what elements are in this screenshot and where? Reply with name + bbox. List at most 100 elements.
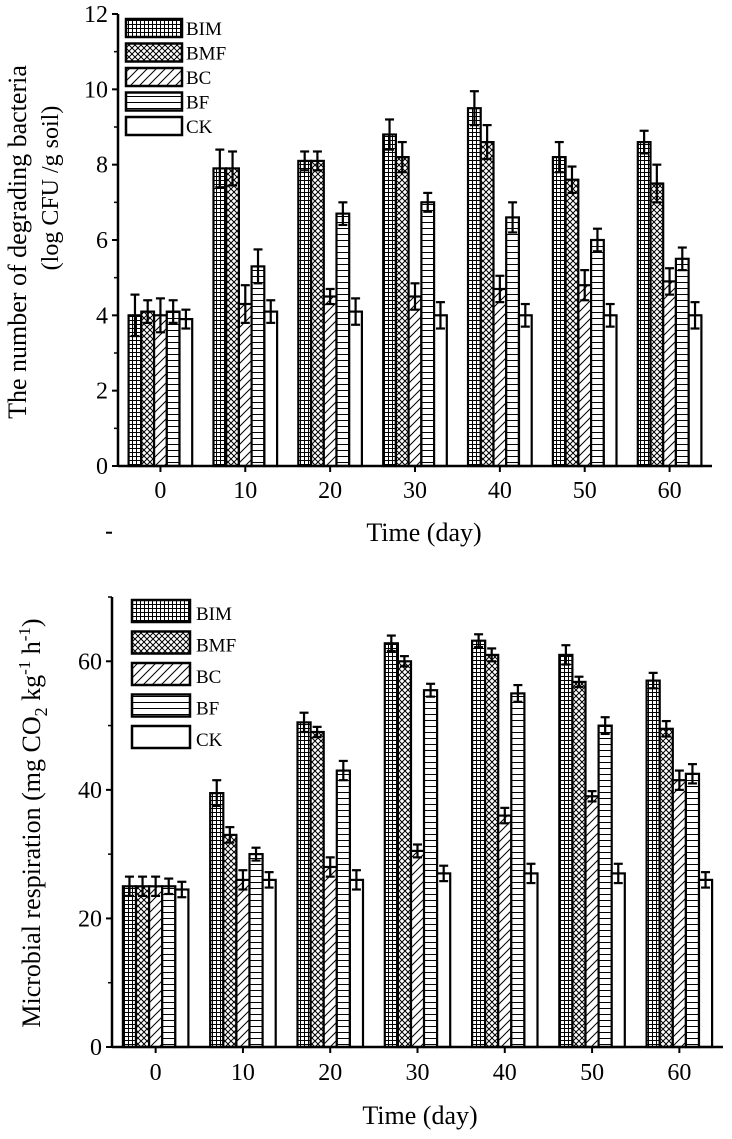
error-bar-bim-day-20 [300, 150, 310, 172]
chart2-x-axis-label: Time (day) [362, 1101, 477, 1130]
error-bar-bc-day-0 [151, 875, 161, 898]
error-bar-bmf-day-20 [312, 150, 322, 172]
bar-ck-day-0 [178, 318, 194, 468]
error-bar-bf-day-30 [423, 191, 433, 213]
bar-bmf-day-10 [222, 833, 238, 1049]
error-bar-bmf-day-40 [482, 124, 492, 161]
legend-swatch-bc [130, 661, 192, 687]
error-bar-bmf-day-30 [397, 140, 407, 174]
legend-label-bmf: BMF [196, 636, 236, 657]
error-bar-ck-day-0 [177, 880, 187, 899]
legend-label-bmf: BMF [186, 44, 226, 65]
bar-bim-day-20 [297, 159, 313, 468]
error-bar-bim-day-10 [212, 779, 222, 808]
error-bar-bc-day-40 [500, 806, 510, 825]
legend-swatch-bf [124, 91, 184, 112]
error-bar-bf-day-0 [164, 877, 174, 896]
bar-bim-day-40 [471, 639, 487, 1049]
y-tick-label: 40 [78, 778, 102, 804]
x-tick-label: 30 [403, 478, 427, 504]
error-bar-ck-day-10 [266, 299, 276, 324]
y-tick-label: 20 [78, 906, 102, 932]
bar-ck-day-20 [348, 310, 364, 468]
error-bar-ck-day-60 [690, 301, 700, 330]
bar-ck-day-0 [174, 888, 190, 1049]
bar-bc-day-10 [237, 302, 253, 468]
bar-bc-day-20 [322, 865, 338, 1049]
bar-bf-day-30 [422, 689, 439, 1049]
bar-bmf-day-0 [134, 885, 151, 1049]
x-tick-label: 20 [318, 478, 342, 504]
error-bar-bf-day-50 [600, 716, 610, 736]
error-bar-ck-day-50 [613, 862, 623, 885]
x-tick-label: 50 [573, 478, 597, 504]
bar-ck-day-20 [348, 878, 365, 1049]
error-bar-bc-day-60 [665, 267, 675, 296]
x-tick-label: 30 [406, 1060, 430, 1086]
error-bar-bf-day-30 [426, 682, 436, 698]
bar-bf-day-60 [684, 772, 701, 1049]
bar-bim-day-20 [296, 721, 312, 1049]
error-bar-bim-day-40 [474, 633, 484, 649]
bar-bmf-day-10 [225, 167, 240, 468]
error-bar-bc-day-30 [410, 282, 420, 311]
error-bar-bim-day-60 [648, 671, 658, 690]
bar-bc-day-60 [662, 280, 678, 468]
error-bar-bf-day-20 [338, 759, 348, 782]
bar-bc-day-40 [497, 814, 513, 1049]
chart1-x-axis-label: Time (day) [366, 518, 481, 547]
error-bar-bc-day-40 [495, 274, 505, 304]
chart2-y-axis-label: Microbial respiration (mg CO2 kg-1 h-1) [15, 618, 51, 1027]
error-bar-bmf-day-20 [312, 725, 322, 739]
bar-ck-day-60 [687, 314, 703, 468]
error-bar-bmf-day-40 [487, 647, 497, 663]
legend-swatch-bmf [124, 42, 184, 63]
chart1-axes: 0 10 20 30 40 50 60 0 2 4 6 8 10 12 [84, 2, 712, 504]
bar-bf-day-10 [250, 265, 266, 468]
bar-bim-day-0 [121, 885, 138, 1049]
error-bar-ck-day-30 [435, 301, 445, 330]
bar-bim-day-50 [551, 156, 567, 468]
bar-ck-day-40 [517, 314, 533, 468]
bar-bf-day-50 [589, 238, 605, 468]
y-tick-label: 0 [90, 1035, 102, 1061]
legend-swatch-bim [124, 17, 184, 39]
bar-bf-day-10 [248, 852, 264, 1049]
y-tick-label: 12 [84, 2, 108, 28]
chart2-axes: 0 10 20 30 40 50 60 0 20 40 60 [78, 531, 723, 1086]
bar-bmf-day-50 [571, 680, 587, 1049]
error-bar-bc-day-50 [587, 790, 597, 803]
x-tick-label: 60 [658, 478, 682, 504]
bar-bmf-day-40 [479, 141, 495, 468]
bar-bim-day-10 [209, 791, 225, 1049]
y-tick-label: 60 [78, 649, 102, 675]
y-tick-label: 4 [96, 303, 108, 329]
bar-bf-day-0 [165, 310, 181, 468]
bar-bmf-day-20 [309, 730, 325, 1049]
bar-bf-day-50 [597, 724, 613, 1049]
error-bar-bc-day-10 [240, 284, 250, 324]
chart1-legend: BIM BMF BC BF CK [124, 17, 226, 138]
y-tick-label: 10 [84, 77, 108, 103]
chart1-bars [127, 90, 703, 468]
bar-bim-day-60 [645, 679, 661, 1049]
x-tick-label: 40 [488, 478, 512, 504]
error-bar-bc-day-20 [325, 287, 335, 306]
error-bar-bf-day-40 [513, 683, 523, 703]
legend-label-bf: BF [196, 699, 219, 720]
error-bar-bf-day-50 [592, 227, 602, 253]
error-bar-bc-day-10 [238, 869, 248, 891]
microbial-respiration-chart: 0 10 20 30 40 50 60 0 20 40 60 BIM BMF BC BF CK Time (… [15, 531, 723, 1130]
bar-bmf-day-60 [649, 182, 665, 468]
error-bar-bmf-day-60 [652, 163, 662, 204]
y-tick-label: 6 [96, 228, 108, 254]
bar-bf-day-60 [674, 257, 690, 468]
error-bar-bmf-day-30 [399, 655, 409, 668]
error-bar-bim-day-50 [561, 644, 571, 666]
bar-bc-day-0 [153, 314, 168, 468]
error-bar-bim-day-50 [554, 140, 564, 174]
x-tick-label: 40 [493, 1060, 517, 1086]
bar-bmf-day-40 [484, 653, 500, 1049]
error-bar-ck-day-40 [526, 862, 536, 885]
